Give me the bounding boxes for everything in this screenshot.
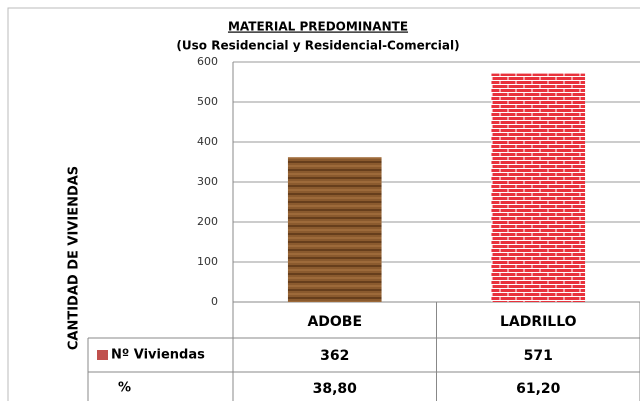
table-percent: 61,20	[516, 381, 561, 397]
bar	[491, 74, 585, 302]
y-tick-label: 0	[211, 295, 218, 308]
row-label: %	[118, 381, 131, 396]
legend-label: Nº Viviendas	[111, 348, 205, 363]
page: {"chart_data": {"type": "bar", "title": …	[0, 0, 640, 401]
chart-subtitle: (Uso Residencial y Residencial-Comercial…	[176, 39, 459, 53]
x-tick-label: LADRILLO	[500, 314, 577, 330]
legend-key	[97, 350, 108, 360]
table-value: 571	[524, 348, 553, 364]
y-tick-label: 100	[197, 255, 218, 268]
y-tick-label: 600	[197, 55, 218, 68]
y-tick-label: 500	[197, 95, 218, 108]
y-tick-label: 400	[197, 135, 218, 148]
table-value: 362	[320, 348, 349, 364]
chart-title: MATERIAL PREDOMINANTE	[228, 20, 408, 34]
y-tick-label: 300	[197, 175, 218, 188]
y-tick-label: 200	[197, 215, 218, 228]
table-percent: 38,80	[313, 381, 358, 397]
x-tick-label: ADOBE	[307, 314, 362, 330]
chart: MATERIAL PREDOMINANTE (Uso Residencial y…	[0, 0, 640, 401]
bar	[288, 157, 382, 302]
y-axis-label: CANTIDAD DE VIVIENDAS	[67, 166, 82, 350]
